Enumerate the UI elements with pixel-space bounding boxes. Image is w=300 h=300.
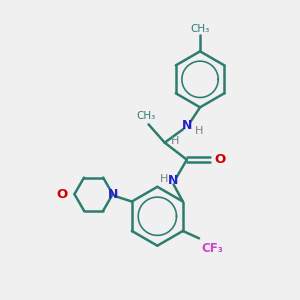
- Text: N: N: [107, 188, 118, 201]
- Text: O: O: [215, 153, 226, 166]
- Text: H: H: [195, 126, 203, 136]
- Text: CH₃: CH₃: [190, 24, 210, 34]
- Text: N: N: [182, 119, 192, 132]
- Text: H: H: [171, 136, 180, 146]
- Text: H: H: [160, 174, 168, 184]
- Text: N: N: [168, 174, 179, 188]
- Text: CF₃: CF₃: [201, 242, 223, 255]
- Text: CH₃: CH₃: [136, 111, 156, 122]
- Text: O: O: [57, 188, 68, 201]
